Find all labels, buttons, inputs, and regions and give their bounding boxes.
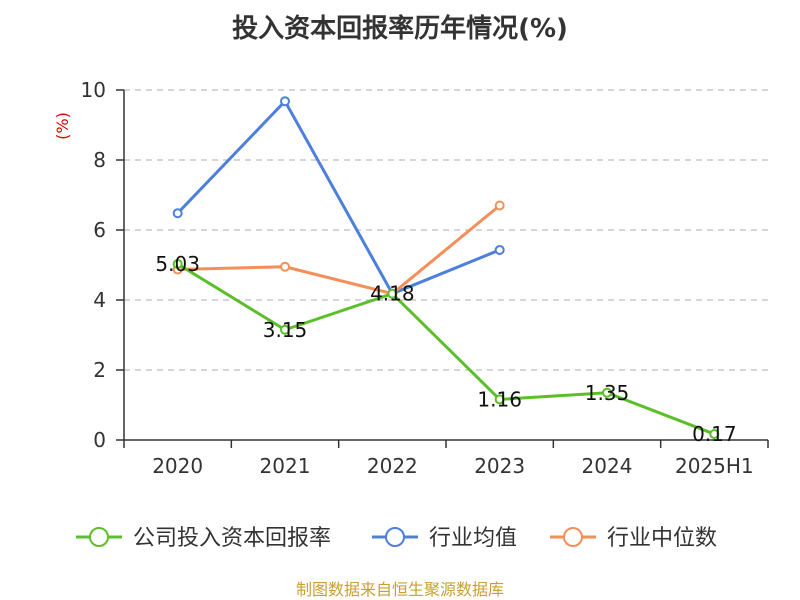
x-tick-label: 2024 xyxy=(582,454,633,478)
data-label: 0.17 xyxy=(692,422,737,446)
x-tick-label: 2022 xyxy=(367,454,418,478)
series-line xyxy=(176,262,715,436)
legend-marker xyxy=(89,527,109,547)
x-tick-label: 2020 xyxy=(152,454,203,478)
y-tick-label: 10 xyxy=(81,78,106,102)
data-point xyxy=(602,387,612,398)
data-label: 1.16 xyxy=(477,387,522,411)
data-label: 1.35 xyxy=(585,381,630,405)
data-point xyxy=(280,96,290,107)
y-tick-label: 0 xyxy=(93,428,106,452)
legend-label: 行业中位数 xyxy=(607,526,717,551)
data-point xyxy=(172,258,183,269)
data-point xyxy=(280,261,290,272)
source-note: 制图数据来自恒生聚源数据库 xyxy=(295,580,504,599)
x-tick-label: 2021 xyxy=(260,454,311,478)
legend-marker xyxy=(563,527,583,547)
data-point xyxy=(709,429,720,440)
y-tick-label: 8 xyxy=(93,148,106,172)
y-tick-label: 2 xyxy=(93,358,106,382)
data-point xyxy=(280,324,290,335)
legend-marker xyxy=(385,527,405,547)
data-point xyxy=(494,244,505,255)
data-label: 4.18 xyxy=(370,282,415,306)
y-axis-label: (%) xyxy=(53,112,72,140)
data-point xyxy=(494,200,505,211)
data-label: 3.15 xyxy=(263,318,308,342)
gridlines xyxy=(124,89,768,371)
data-labels: 5.03 3.15 4.18 1.16 1.35 0.17 xyxy=(155,252,736,446)
data-point xyxy=(387,288,398,299)
series-line xyxy=(177,204,501,296)
data-label: 5.03 xyxy=(155,252,200,276)
data-point xyxy=(172,208,183,219)
y-tick-label: 4 xyxy=(93,288,106,312)
axes: 0 2 4 6 8 10 2020 2021 2022 2023 2024 2025H1 xyxy=(81,78,769,478)
data-point xyxy=(494,394,505,405)
legend-label: 公司投入资本回报率 xyxy=(133,526,331,551)
series-lines xyxy=(172,96,720,440)
legend: 公司投入资本回报率 行业均值 行业中位数 xyxy=(76,526,717,551)
series-line xyxy=(176,99,501,296)
x-tick-label: 2025H1 xyxy=(675,454,754,478)
chart-title: 投入资本回报率历年情况(%) xyxy=(232,14,568,44)
y-tick-label: 6 xyxy=(93,218,106,242)
x-tick-label: 2023 xyxy=(474,454,525,478)
legend-label: 行业均值 xyxy=(429,526,517,551)
